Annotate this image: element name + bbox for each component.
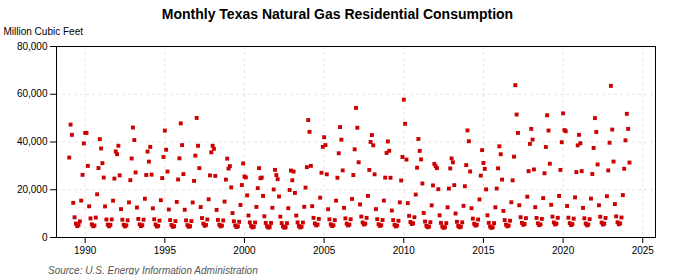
svg-text:1990: 1990 — [74, 245, 97, 256]
svg-text:40,000: 40,000 — [17, 136, 48, 147]
html-text:Monthly Texas Natural Gas Resi: Monthly Texas Natural Gas Residential Co… — [161, 6, 514, 22]
html-text:Source: U.S. Energy Informatio: Source: U.S. Energy Information Administ… — [48, 265, 258, 275]
svg-text:0: 0 — [42, 232, 48, 243]
svg-text:2010: 2010 — [393, 245, 416, 256]
svg-text:20,000: 20,000 — [17, 184, 48, 195]
svg-text:2015: 2015 — [472, 245, 495, 256]
svg-text:1995: 1995 — [154, 245, 177, 256]
svg-text:Million Cubic Feet: Million Cubic Feet — [4, 26, 84, 37]
svg-text:2000: 2000 — [233, 245, 256, 256]
svg-text:2020: 2020 — [552, 245, 575, 256]
svg-text:2025: 2025 — [632, 245, 655, 256]
svg-text:2005: 2005 — [313, 245, 336, 256]
svg-text:80,000: 80,000 — [17, 41, 48, 52]
svg-text:60,000: 60,000 — [17, 88, 48, 99]
